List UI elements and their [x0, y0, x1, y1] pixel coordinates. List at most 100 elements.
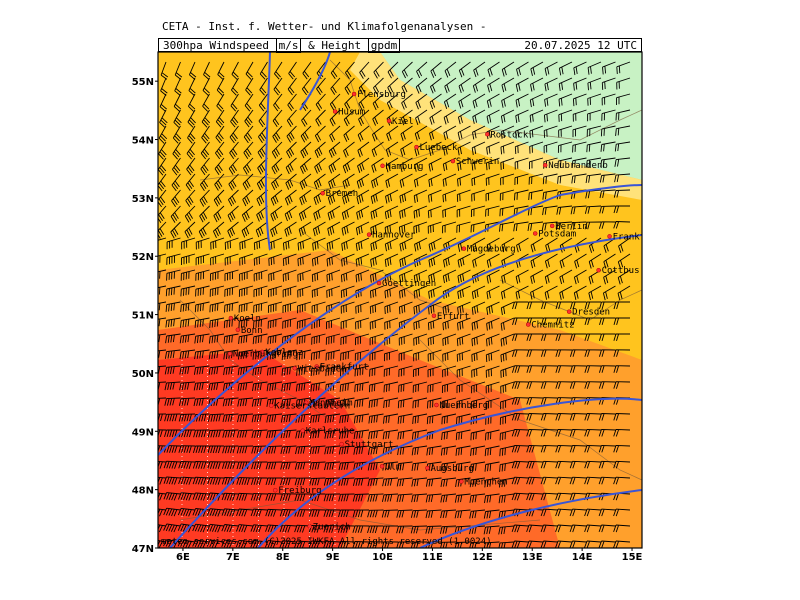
- wind-barb: [339, 365, 355, 377]
- wind-barb: [483, 541, 500, 548]
- wind-barb: [500, 125, 515, 139]
- wind-barb: [544, 61, 558, 76]
- wind-barb: [457, 285, 471, 299]
- wind-barb: [297, 301, 312, 314]
- wind-barb: [428, 269, 442, 284]
- wind-barb: [311, 269, 326, 283]
- city-marker: [314, 364, 319, 369]
- wind-barb: [297, 237, 312, 251]
- height-contour: [264, 52, 271, 251]
- wind-barb: [442, 269, 457, 284]
- wind-barb: [192, 523, 210, 533]
- wind-barb: [253, 237, 268, 251]
- wind-barb: [412, 365, 428, 378]
- wind-barb: [381, 541, 399, 548]
- wind-barb: [266, 413, 283, 423]
- wind-barb: [598, 221, 616, 229]
- wind-barb: [266, 365, 283, 376]
- wind-barb: [613, 301, 630, 310]
- wind-barb: [195, 253, 210, 266]
- wind-barb: [540, 349, 558, 357]
- city-marker: [227, 351, 233, 356]
- wind-barb: [442, 221, 457, 234]
- city-label: Augsburg: [430, 464, 473, 474]
- wind-barb: [256, 189, 268, 206]
- wind-barb: [222, 429, 239, 438]
- wind-barb: [555, 460, 573, 469]
- wind-barb: [179, 381, 196, 391]
- wind-barb: [301, 109, 312, 127]
- wind-barb: [188, 77, 196, 96]
- wind-barb: [265, 461, 283, 470]
- wind-barb: [265, 524, 283, 533]
- wind-barb: [163, 445, 181, 453]
- wind-barb: [192, 461, 210, 469]
- wind-barb: [301, 77, 312, 96]
- wind-barb: [613, 444, 631, 453]
- wind-barb: [352, 509, 370, 518]
- city-label: Cottbus: [602, 266, 640, 276]
- wind-barb: [569, 460, 587, 469]
- wind-barb: [613, 189, 631, 198]
- wind-barb: [544, 285, 558, 300]
- lat-label: 51N: [132, 311, 154, 322]
- city-label: Luebeck: [419, 143, 458, 153]
- wind-barb: [471, 349, 486, 362]
- wind-barb: [267, 301, 283, 313]
- wind-barb: [540, 428, 558, 437]
- wind-barb: [158, 524, 167, 533]
- wind-barb: [443, 141, 457, 156]
- wind-barb: [367, 525, 384, 534]
- wind-barb: [485, 365, 500, 378]
- wind-barb: [186, 157, 196, 176]
- wind-barb: [613, 540, 631, 548]
- wind-barb: [158, 269, 167, 279]
- city-marker: [332, 109, 338, 114]
- wind-barb: [387, 77, 399, 95]
- wind-barb: [570, 317, 587, 326]
- wind-barb: [238, 333, 254, 344]
- wind-barb: [613, 508, 631, 517]
- wind-barb: [469, 477, 486, 488]
- lon-label: 6E: [176, 552, 190, 563]
- wind-barb: [599, 317, 616, 326]
- wind-barb: [598, 333, 616, 342]
- wind-barb: [370, 205, 384, 220]
- wind-barb: [209, 269, 225, 282]
- wind-barb: [456, 189, 471, 202]
- wind-barb: [410, 509, 428, 518]
- wind-barb: [455, 477, 471, 488]
- wind-barb: [426, 413, 442, 425]
- wind-barb: [222, 413, 239, 423]
- wind-barb: [427, 317, 442, 331]
- wind-barb: [268, 285, 283, 298]
- wind-barb: [555, 540, 573, 548]
- wind-barb: [544, 93, 558, 107]
- wind-barb: [387, 61, 399, 79]
- wind-barb: [511, 476, 529, 485]
- border-line: [499, 279, 642, 321]
- wind-barb: [287, 93, 297, 112]
- wind-barb: [352, 541, 370, 548]
- wind-barb: [530, 253, 544, 269]
- wind-barb: [555, 413, 573, 421]
- wind-barb: [221, 461, 239, 470]
- wind-barb: [159, 109, 168, 128]
- wind-barb: [398, 349, 413, 362]
- wind-barb: [511, 349, 529, 357]
- wind-barb: [158, 333, 167, 343]
- wind-barb: [618, 237, 631, 254]
- wind-barb: [498, 493, 515, 504]
- wind-barb: [440, 477, 457, 487]
- wind-barb: [398, 365, 413, 377]
- wind-barb: [340, 301, 355, 314]
- wind-barb: [587, 109, 602, 122]
- wind-barb: [500, 349, 515, 363]
- copyright-text: meteo-services.com (C)2025 IWKFA All rig…: [161, 537, 492, 547]
- wind-barb: [569, 508, 587, 517]
- wind-barb: [282, 317, 297, 329]
- wind-barb: [485, 205, 500, 217]
- wind-barb: [355, 221, 370, 236]
- wind-barb: [192, 476, 210, 485]
